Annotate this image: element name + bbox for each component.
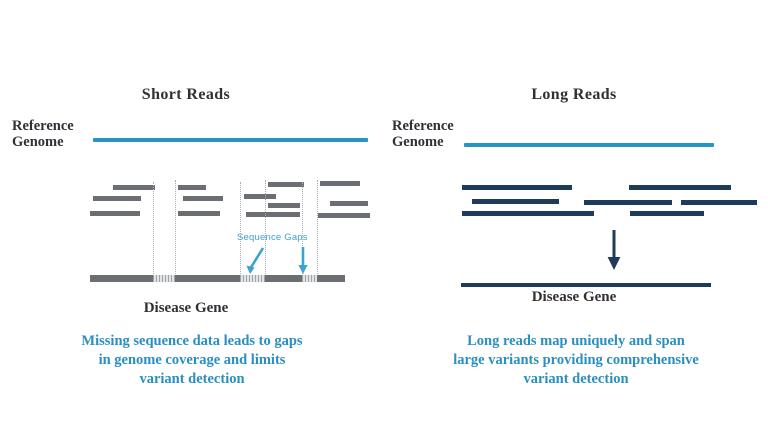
gap-boundary-line [302,182,303,278]
long-read-bar [472,199,559,204]
short-reads-panel: Short Reads Reference Genome Sequence Ga… [12,86,370,389]
sequence-gaps-label: Sequence Gaps [237,232,308,243]
disease-gene-label-right: Disease Gene [531,289,617,305]
reference-genome-label-line1: Reference [392,118,454,134]
long-reads-caption: Long reads map uniquely and span large v… [406,332,746,389]
reference-genome-label-right: Reference Genome [392,118,454,150]
short-reads-caption: Missing sequence data leads to gaps in g… [22,332,362,389]
short-reads-title: Short Reads [141,86,231,103]
short-read-bar [93,196,141,201]
gene-covered-segment [461,283,711,287]
sequence-gap-arrow-vertical [298,247,308,274]
long-caption-line2: large variants providing comprehensive [453,352,699,368]
sequence-gap-arrow-diagonal [246,247,265,274]
gap-boundary-line [175,180,176,278]
gene-covered-segment [175,275,240,282]
long-reads-panel: Long Reads Reference Genome Disease Gene… [384,0,768,439]
short-read-bar [90,211,140,216]
gene-gap-segment [302,275,317,282]
short-caption-line2: in genome coverage and limits [98,352,286,368]
long-caption-line3: variant detection [523,371,629,387]
gap-boundary-line [317,180,318,278]
short-read-bar [113,185,155,190]
long-read-bar [584,200,672,205]
reference-genome-label-left: Reference Genome [12,118,74,150]
mapping-down-arrow [607,230,621,270]
gap-boundary-line [265,180,266,278]
short-read-bar [268,182,304,187]
reference-genome-line-right [464,143,714,147]
short-read-bar [244,194,276,199]
short-read-bar [330,201,368,206]
short-read-bar [183,196,223,201]
reference-genome-label-line1: Reference [12,118,74,134]
reference-genome-label-line2: Genome [12,134,64,150]
gene-covered-segment [265,275,302,282]
short-read-bar [318,213,370,218]
reference-genome-line-left [93,138,368,142]
long-read-bar [630,211,704,216]
long-read-bar [681,200,757,205]
gene-covered-segment [90,275,153,282]
short-read-bar [320,181,360,186]
short-read-bar [178,185,206,190]
gap-boundary-line [240,182,241,278]
short-caption-line1: Missing sequence data leads to gaps [81,333,303,349]
gene-covered-segment [317,275,345,282]
long-read-bar [629,185,731,190]
long-read-bar [462,211,594,216]
gene-gap-segment [153,275,175,282]
disease-gene-label-left: Disease Gene [143,300,229,316]
gene-gap-segment [240,275,265,282]
short-read-bar [178,211,220,216]
long-caption-line1: Long reads map uniquely and span [467,333,685,349]
short-read-bar [268,203,300,208]
reference-genome-label-line2: Genome [392,134,444,150]
long-reads-title: Long Reads [531,86,617,103]
short-read-bar [246,212,300,217]
short-caption-line3: variant detection [139,371,245,387]
long-read-bar [462,185,572,190]
gap-boundary-line [153,182,154,278]
